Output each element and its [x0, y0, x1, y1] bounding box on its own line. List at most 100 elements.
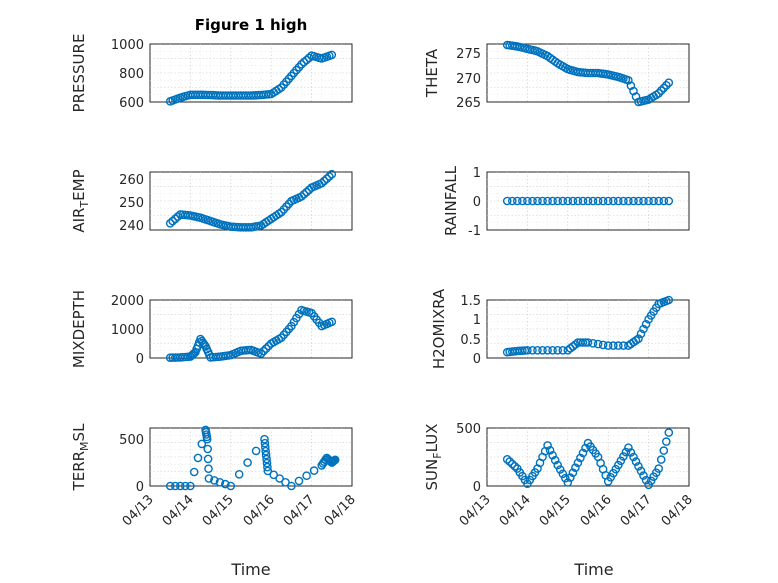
data-point-sun_flux — [563, 478, 573, 487]
data-point-sun_flux — [543, 441, 552, 450]
ytick-mixdepth-0: 0 — [136, 352, 144, 367]
data-point-air_temp — [170, 214, 180, 224]
subplot-pressure: Figure 1 high PRESSURE 600 800 1000 — [70, 16, 353, 112]
data-point-terr_msl — [263, 462, 272, 472]
data-point-sun_flux — [553, 460, 563, 470]
data-point-terr_msl — [262, 454, 271, 464]
data-point-terr_msl — [260, 434, 269, 444]
data-point-terr_msl — [189, 467, 199, 477]
data-point-terr_msl — [263, 466, 273, 476]
ytick-theta-270: 270 — [456, 72, 481, 87]
data-point-h2omixra — [593, 339, 603, 349]
y-axis-label-rainfall: RAINFALL — [442, 165, 460, 236]
data-point-air_temp — [299, 189, 309, 199]
ytick-terr-msl-500: 500 — [119, 433, 144, 448]
data-point-rainfall — [523, 196, 532, 206]
data-point-rainfall — [563, 196, 573, 206]
data-point-terr_msl — [281, 477, 290, 487]
data-point-sun_flux — [624, 443, 633, 453]
data-point-h2omixra — [641, 319, 651, 329]
series-h2omixra — [502, 295, 674, 357]
data-point-h2omixra — [538, 345, 547, 355]
data-point-air_temp — [168, 216, 177, 226]
data-point-sun_flux — [639, 471, 648, 480]
data-point-rainfall — [513, 196, 522, 206]
data-point-rainfall — [659, 196, 669, 206]
series-air-temp — [165, 169, 337, 232]
data-point-rainfall — [538, 196, 547, 206]
data-point-sun_flux — [626, 448, 636, 457]
data-point-terr_msl — [204, 474, 214, 483]
subplot-rainfall: RAINFALL -1 0 1 — [442, 165, 690, 239]
data-point-rainfall — [578, 196, 588, 206]
data-point-theta — [654, 89, 664, 98]
data-point-air_temp — [324, 172, 334, 181]
data-point-terr_msl — [203, 454, 213, 464]
data-point-mixdepth — [189, 348, 199, 358]
data-point-rainfall — [598, 196, 608, 206]
ytick-air-temp-250: 250 — [119, 196, 144, 211]
y-axis-label-sun-flux: SUNFLUX — [423, 424, 444, 491]
ytick-pressure-600: 600 — [119, 96, 144, 111]
ytick-h2omixra-1-5: 1.5 — [460, 294, 481, 309]
data-point-theta — [659, 83, 669, 93]
data-point-air_temp — [297, 192, 306, 201]
data-point-terr_msl — [215, 477, 225, 487]
data-point-sun_flux — [662, 437, 671, 446]
data-point-mixdepth — [259, 346, 268, 356]
data-point-sun_flux — [654, 464, 664, 473]
data-point-mixdepth — [327, 317, 337, 327]
data-point-rainfall — [568, 196, 578, 206]
series-terr-msl — [165, 425, 340, 491]
subplot-h2omixra: H2OMIXRA 0 0.5 1 1.5 — [430, 288, 690, 369]
xtick-right-0413: 04/13 — [457, 492, 494, 529]
data-point-h2omixra — [603, 341, 613, 350]
data-point-h2omixra — [634, 334, 643, 344]
data-point-rainfall — [528, 196, 537, 206]
data-point-sun_flux — [659, 446, 669, 455]
series-rainfall — [502, 196, 674, 206]
ytick-mixdepth-1000: 1000 — [111, 323, 144, 338]
data-point-h2omixra — [548, 345, 557, 355]
data-point-air_temp — [319, 176, 329, 186]
y-axis-label-theta: THETA — [423, 48, 441, 98]
ytick-sun-flux-500: 500 — [456, 422, 481, 437]
series-pressure — [165, 50, 337, 106]
data-point-terr_msl — [309, 466, 319, 475]
data-point-terr_msl — [302, 471, 311, 481]
ytick-h2omixra-0-5: 0.5 — [460, 333, 481, 348]
data-point-sun_flux — [558, 469, 568, 479]
data-point-terr_msl — [261, 450, 271, 460]
series-sun-flux — [502, 428, 674, 490]
figure-title: Figure 1 high — [195, 16, 308, 34]
subplot-terr-msl: TERRMSL 0 500 — [70, 423, 353, 495]
data-point-sun_flux — [566, 473, 575, 482]
data-point-rainfall — [583, 196, 593, 206]
data-point-rainfall — [502, 196, 512, 206]
data-point-pressure — [327, 50, 337, 60]
data-point-terr_msl — [170, 481, 180, 491]
ytick-theta-275: 275 — [456, 47, 481, 62]
data-point-sun_flux — [619, 452, 628, 461]
ytick-h2omixra-0: 0 — [473, 352, 481, 367]
y-axis-label-air-temp: AIRTEMP — [70, 169, 91, 232]
subplot-air-temp: AIRTEMP 240 250 260 — [70, 169, 353, 234]
data-point-mixdepth — [199, 340, 209, 349]
data-point-terr_msl — [330, 455, 340, 465]
data-point-terr_msl — [243, 458, 252, 467]
data-point-h2omixra — [523, 345, 532, 355]
data-point-h2omixra — [558, 345, 568, 355]
data-point-sun_flux — [614, 460, 623, 470]
data-point-theta — [664, 78, 674, 87]
subplot-mixdepth: MIXDEPTH 0 1000 2000 — [70, 290, 353, 368]
data-point-h2omixra — [639, 324, 648, 334]
data-point-sun_flux — [581, 443, 590, 453]
data-point-sun_flux — [548, 450, 557, 460]
data-point-pressure — [297, 60, 306, 69]
data-point-sun_flux — [616, 456, 626, 466]
data-point-terr_msl — [202, 434, 212, 444]
data-point-h2omixra — [578, 338, 588, 347]
data-point-air_temp — [165, 218, 175, 228]
data-point-terr_msl — [234, 469, 244, 479]
ytick-theta-265: 265 — [456, 96, 481, 111]
